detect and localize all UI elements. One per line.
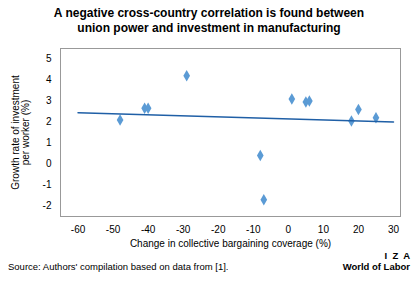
- svg-text:-40: -40: [141, 224, 156, 235]
- svg-text:4: 4: [46, 74, 52, 85]
- svg-text:30: 30: [388, 224, 400, 235]
- html-text:I Z A: I Z A: [384, 250, 410, 261]
- svg-text:3: 3: [46, 95, 52, 106]
- svg-text:10: 10: [318, 224, 330, 235]
- svg-text:Change in collective bargainin: Change in collective bargaining coverage…: [130, 238, 331, 249]
- svg-text:-10: -10: [246, 224, 261, 235]
- svg-text:20: 20: [353, 224, 365, 235]
- svg-text:1: 1: [46, 137, 52, 148]
- html-text:Source: Authors' compilation b: Source: Authors' compilation based on da…: [8, 261, 229, 272]
- svg-text:-20: -20: [211, 224, 226, 235]
- svg-text:-60: -60: [71, 224, 86, 235]
- svg-text:2: 2: [46, 116, 52, 127]
- svg-text:0: 0: [286, 224, 292, 235]
- svg-text:-2: -2: [43, 200, 52, 211]
- svg-text:5: 5: [46, 53, 52, 64]
- svg-text:-50: -50: [106, 224, 121, 235]
- html-text:A negative cross-country corre: A negative cross-country correlation is …: [53, 6, 365, 35]
- svg-text:-1: -1: [43, 179, 52, 190]
- svg-text:-30: -30: [176, 224, 191, 235]
- svg-text:0: 0: [46, 158, 52, 169]
- html-text:World of Labor: World of Labor: [342, 261, 410, 272]
- svg-text:Growth rate of investmentper w: Growth rate of investmentper worker (%): [10, 75, 31, 190]
